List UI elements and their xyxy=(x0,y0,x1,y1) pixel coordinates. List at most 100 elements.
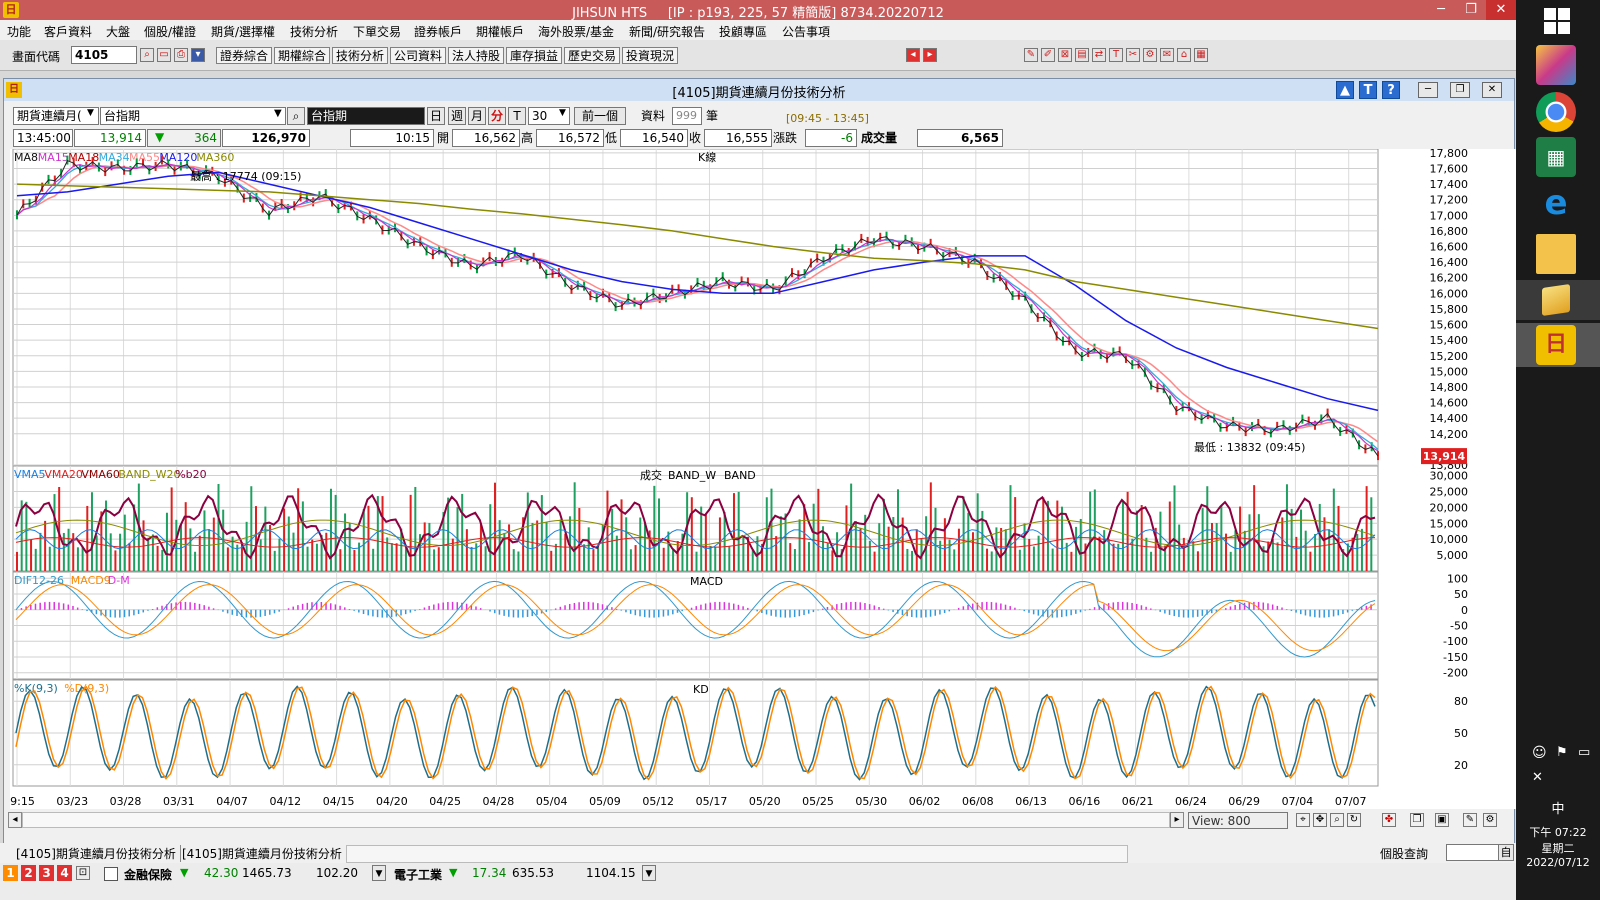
menu-item[interactable]: 客戶資料 xyxy=(44,25,93,39)
paint-app-icon[interactable] xyxy=(1536,45,1576,85)
toolbar-button[interactable]: 技術分析 xyxy=(332,47,389,64)
layout-1-button[interactable]: 1 xyxy=(3,865,18,881)
copy-icon[interactable]: ❐ xyxy=(1410,813,1424,827)
lock-icon[interactable]: ⊡ xyxy=(76,866,90,880)
period-minute-button[interactable]: 分 xyxy=(488,107,506,125)
menu-item[interactable]: 功能 xyxy=(7,25,32,39)
tool-icon[interactable]: ⌂ xyxy=(1177,48,1191,62)
chart-scrollbar[interactable] xyxy=(22,812,1170,828)
jihsun-app-icon[interactable]: 日 xyxy=(1536,325,1576,365)
symbol-input[interactable]: 台指期 xyxy=(100,107,286,125)
tool-icon[interactable]: ✥ xyxy=(1313,813,1327,827)
windows-start-icon[interactable] xyxy=(1544,8,1570,34)
up-icon[interactable]: ▲ xyxy=(1336,81,1354,99)
scroll-right-button[interactable]: ▸ xyxy=(1170,812,1184,828)
notes-app-icon[interactable] xyxy=(1542,284,1570,316)
chart-svg[interactable]: 17,800 17,600 17,400 17,200 17,000 16,800 16,6… xyxy=(3,147,1516,809)
zoom-icon[interactable]: ⌕ xyxy=(1330,813,1344,827)
menu-item[interactable]: 個股/權證 xyxy=(144,25,197,39)
menu-item[interactable]: 期權帳戶 xyxy=(476,25,525,39)
toolbar-button[interactable]: 法人持股 xyxy=(448,47,505,64)
pen-icon[interactable]: ✎ xyxy=(1463,813,1477,827)
period-week-button[interactable]: 週 xyxy=(448,107,466,125)
layout-4-button[interactable]: 4 xyxy=(57,865,72,881)
menu-item[interactable]: 技術分析 xyxy=(290,25,339,39)
save-icon[interactable]: ▣ xyxy=(1435,813,1449,827)
notification-icon[interactable]: ▭ xyxy=(1578,745,1591,760)
layout-2-button[interactable]: 2 xyxy=(21,865,36,881)
menu-item[interactable]: 公告事項 xyxy=(782,25,831,39)
stock-query-button[interactable]: 自 xyxy=(1498,844,1514,861)
period-day-button[interactable]: 日 xyxy=(427,107,445,125)
file-explorer-icon[interactable] xyxy=(1536,234,1576,274)
menu-item[interactable]: 新聞/研究報告 xyxy=(629,25,706,39)
help-icon[interactable]: ? xyxy=(1382,81,1400,99)
period-tick-button[interactable]: T xyxy=(508,107,526,125)
type-select[interactable]: 期貨連續月( xyxy=(13,107,99,125)
volume-bar xyxy=(531,522,534,571)
chrome-browser-icon[interactable] xyxy=(1536,92,1576,132)
data-count-input[interactable]: 999 xyxy=(672,107,702,125)
toolbar-button[interactable]: 歷史交易 xyxy=(564,47,621,64)
volume-muted-icon[interactable]: ✕ xyxy=(1532,770,1543,785)
people-icon[interactable]: ☺ xyxy=(1532,745,1547,761)
chart-area[interactable]: 17,800 17,600 17,400 17,200 17,000 16,800 16,6… xyxy=(3,147,1516,809)
clock-time[interactable]: 下午 07:22 xyxy=(1529,826,1587,839)
menu-item[interactable]: 投顧專區 xyxy=(719,25,768,39)
inner-minimize-button[interactable]: ─ xyxy=(1418,82,1438,98)
interval-select[interactable]: 30 xyxy=(528,107,570,125)
text-icon[interactable]: T xyxy=(1359,81,1377,99)
refresh-icon[interactable]: ↻ xyxy=(1347,813,1361,827)
tool-icon[interactable]: ✐ xyxy=(1041,48,1055,62)
indicator-icon[interactable]: ✤ xyxy=(1382,813,1396,827)
toolbar-button[interactable]: 期權綜合 xyxy=(274,47,331,64)
inner-restore-button[interactable]: ❐ xyxy=(1450,82,1470,98)
period-month-button[interactable]: 月 xyxy=(468,107,486,125)
stock-query-input[interactable] xyxy=(1446,844,1502,861)
maximize-button[interactable]: ❐ xyxy=(1465,2,1477,17)
tool-icon[interactable]: ✂ xyxy=(1126,48,1140,62)
toolbar-button[interactable]: 投資現況 xyxy=(622,47,679,64)
tool-icon[interactable]: ⚙ xyxy=(1143,48,1157,62)
status-checkbox[interactable] xyxy=(104,867,118,881)
flag-icon[interactable]: ⚑ xyxy=(1556,745,1568,760)
inner-close-button[interactable]: ✕ xyxy=(1482,82,1502,98)
spreadsheet-app-icon[interactable]: ▦ xyxy=(1536,137,1576,177)
menu-item[interactable]: 海外股票/基金 xyxy=(538,25,615,39)
tool-icon[interactable]: ▤ xyxy=(1075,48,1089,62)
ime-indicator[interactable]: 中 xyxy=(1551,802,1565,817)
window-icon[interactable]: ▭ xyxy=(157,48,171,62)
minimize-button[interactable]: ─ xyxy=(1437,2,1445,17)
menu-item[interactable]: 大盤 xyxy=(106,25,131,39)
tool-icon[interactable]: ▦ xyxy=(1194,48,1208,62)
menu-item[interactable]: 下單交易 xyxy=(353,25,402,39)
search-icon[interactable]: ⌕ xyxy=(287,107,305,125)
tool-icon[interactable]: ⊠ xyxy=(1058,48,1072,62)
chevron-down-icon[interactable]: ▼ xyxy=(372,865,386,881)
menu-item[interactable]: 證券帳戶 xyxy=(414,25,463,39)
toolbar-button[interactable]: 庫存損益 xyxy=(506,47,563,64)
gear-icon[interactable]: ⚙ xyxy=(1483,813,1497,827)
back-icon[interactable]: ◂ xyxy=(906,48,920,62)
window-tab[interactable]: [4105]期貨連續月份技術分析 xyxy=(178,845,347,862)
print-icon[interactable]: ⎙ xyxy=(174,48,188,62)
screen-code-input[interactable]: 4105 xyxy=(71,46,137,64)
menu-item[interactable]: 期貨/選擇權 xyxy=(211,25,276,39)
internet-explorer-icon[interactable]: e xyxy=(1544,183,1568,223)
tool-icon[interactable]: ⇄ xyxy=(1092,48,1106,62)
scroll-left-button[interactable]: ◂ xyxy=(8,812,22,828)
tool-icon[interactable]: ✎ xyxy=(1024,48,1038,62)
tool-icon[interactable]: ⌖ xyxy=(1296,813,1310,827)
dropdown-icon[interactable]: ▾ xyxy=(191,48,205,62)
prev-button[interactable]: 前一個 xyxy=(574,107,626,125)
toolbar-button[interactable]: 公司資料 xyxy=(390,47,447,64)
layout-3-button[interactable]: 3 xyxy=(39,865,54,881)
search-icon[interactable]: ⌕ xyxy=(140,48,154,62)
toolbar-button[interactable]: 證券綜合 xyxy=(216,47,273,64)
forward-icon[interactable]: ▸ xyxy=(923,48,937,62)
window-tab[interactable]: [4105]期貨連續月份技術分析 xyxy=(12,845,181,862)
tool-icon[interactable]: ✉ xyxy=(1160,48,1174,62)
chevron-down-icon[interactable]: ▼ xyxy=(642,865,656,881)
tool-icon[interactable]: T xyxy=(1109,48,1123,62)
close-button[interactable]: ✕ xyxy=(1486,0,1516,20)
